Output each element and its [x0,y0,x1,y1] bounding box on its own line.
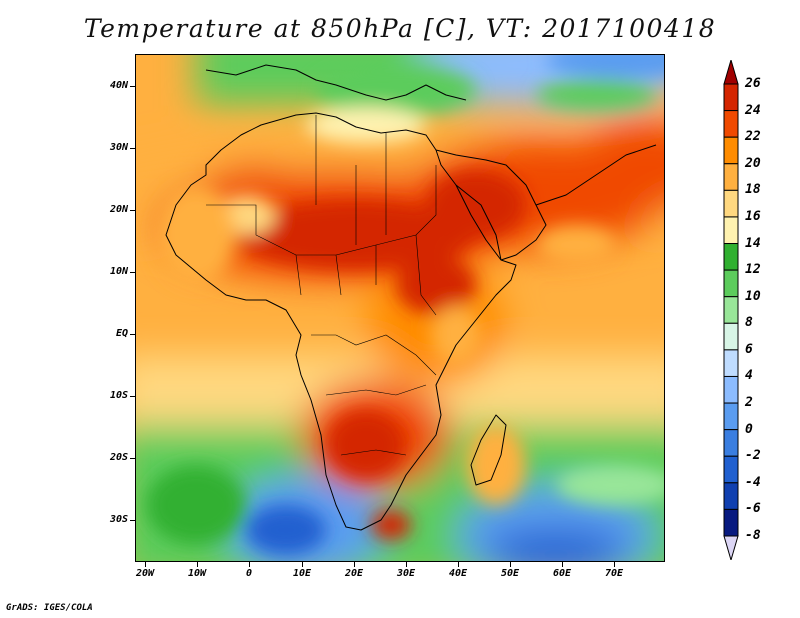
colorbar-label: 12 [745,262,761,278]
colorbar-label: 24 [745,102,761,118]
colorbar-label: -6 [745,501,761,517]
colorbar-label: 16 [745,208,761,224]
lon-label-0: 0 [245,568,253,579]
colorbar-segment [723,322,739,351]
colorbar-segment [723,136,739,165]
colorbar-label: 18 [745,182,761,198]
colorbar-label: 2 [745,395,753,411]
lat-label-10s: 10S [109,390,128,401]
colorbar-segment [723,83,739,112]
colorbar-label: 4 [745,368,753,384]
lon-label-20w: 20W [135,568,155,579]
colorbar-label: -4 [745,474,761,490]
lat-label-20n: 20N [109,204,128,215]
colorbar-top-arrow [723,60,739,85]
country-borders [206,115,437,456]
colorbar-label: -2 [745,448,761,464]
colorbar-segment [723,375,739,404]
credit-text: GrADS: IGES/COLA [6,603,93,613]
colorbar-segment [723,243,739,271]
colorbar-segment [723,216,739,245]
colorbar-segment [723,296,739,324]
lat-label-20s: 20S [109,452,128,463]
colorbar-segment [723,482,739,510]
colorbar-label: 6 [745,341,753,357]
colorbar-segment [723,189,739,218]
lon-label-70e: 70E [604,568,624,579]
lon-label-30e: 30E [396,568,416,579]
colorbar-segment [723,429,739,457]
colorbar-label: 0 [745,421,753,437]
lat-label-30n: 30N [109,142,128,153]
lon-label-10w: 10W [187,568,207,579]
lat-label-eq: EQ [115,328,128,339]
lat-label-10n: 10N [109,266,128,277]
lon-label-10e: 10E [292,568,312,579]
colorbar-segment [723,455,739,484]
colorbar-segment [723,349,739,377]
chart-title: Temperature at 850hPa [C], VT: 201710041… [83,14,717,43]
lat-label-30s: 30S [109,514,128,525]
colorbar-label: 26 [745,76,761,91]
lon-label-40e: 40E [448,568,468,579]
colorbar [723,60,739,560]
colorbar-segment [723,269,739,298]
lon-label-60e: 60E [552,568,572,579]
colorbar-label: -8 [745,528,761,543]
colorbar-segment [723,163,739,191]
colorbar-label: 8 [745,315,753,331]
colorbar-label: 20 [745,155,761,171]
lon-label-20e: 20E [344,568,364,579]
colorbar-segment [723,508,739,537]
map-plot-area [135,54,665,562]
africa-coastline [165,64,657,531]
lon-label-50e: 50E [500,568,520,579]
colorbar-bottom-arrow [723,535,739,560]
colorbar-segment [723,402,739,431]
colorbar-segment [723,110,739,138]
colorbar-label: 22 [745,129,761,145]
colorbar-label: 14 [745,235,761,251]
colorbar-label: 10 [745,288,761,304]
lat-label-40n: 40N [109,80,128,91]
temperature-map [136,55,664,561]
